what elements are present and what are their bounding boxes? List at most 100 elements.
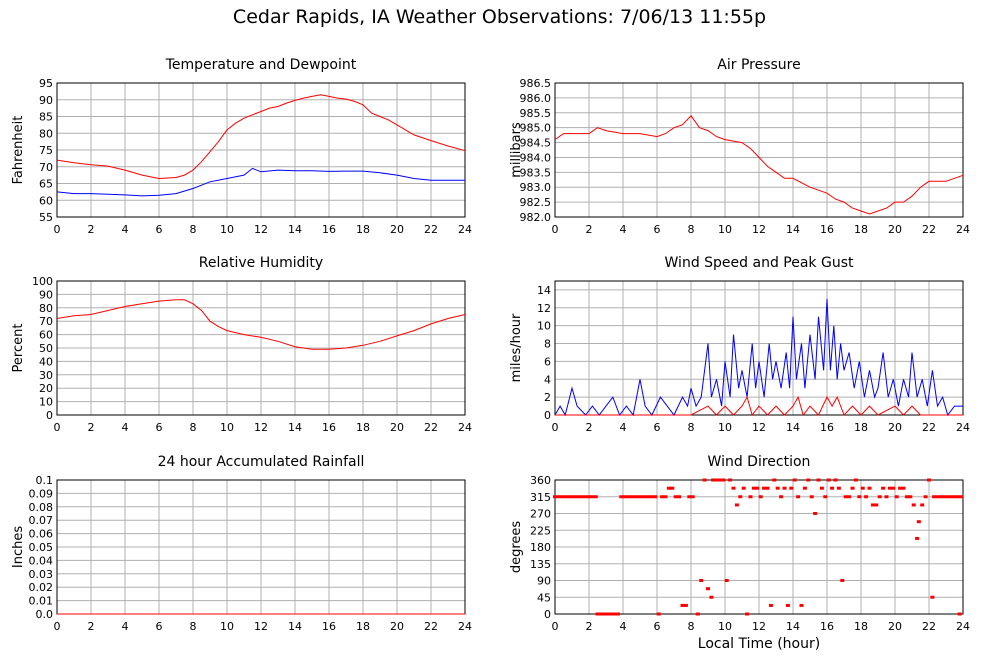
data-point	[717, 478, 722, 482]
x-tick-label: 20	[390, 223, 404, 236]
data-point	[955, 495, 960, 499]
y-tick-label: 982.0	[520, 211, 552, 224]
data-point	[573, 495, 578, 499]
data-point	[602, 612, 607, 616]
data-point	[556, 495, 561, 499]
data-point	[833, 478, 838, 482]
y-tick-label: 60	[39, 194, 53, 207]
data-point	[911, 503, 916, 507]
dir-ylabel: degrees	[509, 521, 524, 574]
data-point	[724, 579, 729, 582]
y-tick-label: 984.0	[520, 151, 552, 164]
data-point	[673, 495, 678, 499]
pressure-title: Air Pressure	[717, 57, 800, 73]
data-point	[629, 495, 634, 499]
x-tick-label: 2	[586, 223, 593, 236]
x-tick-label: 10	[220, 223, 234, 236]
data-point	[646, 495, 651, 499]
data-point	[772, 478, 777, 482]
data-point	[663, 495, 668, 499]
y-tick-label: 8	[544, 338, 551, 351]
data-point	[680, 603, 685, 607]
y-tick-label: 983.5	[520, 166, 552, 179]
y-tick-label: 90	[39, 94, 53, 107]
data-point	[711, 478, 716, 482]
x-tick-label: 4	[620, 223, 627, 236]
x-tick-label: 22	[922, 620, 936, 633]
data-point	[945, 495, 950, 499]
data-point	[714, 478, 719, 482]
y-tick-label: 0.02	[29, 581, 54, 594]
x-tick-label: 10	[718, 421, 732, 434]
x-tick-label: 18	[356, 620, 370, 633]
x-tick-label: 18	[854, 223, 868, 236]
data-point	[762, 486, 767, 490]
x-tick-label: 8	[688, 223, 695, 236]
x-tick-label: 4	[620, 421, 627, 434]
x-tick-label: 16	[820, 421, 834, 434]
y-tick-label: 70	[39, 315, 53, 328]
data-point	[782, 486, 787, 490]
data-point	[660, 495, 665, 499]
data-point	[768, 603, 773, 607]
data-point	[559, 495, 564, 499]
dir-xlabel: Local Time (hour)	[698, 636, 820, 652]
x-tick-label: 12	[254, 421, 268, 434]
y-tick-label: 45	[537, 591, 551, 604]
data-point	[957, 612, 962, 616]
data-point	[670, 486, 675, 490]
y-tick-label: 985.5	[520, 107, 552, 120]
rh-title: Relative Humidity	[199, 255, 323, 271]
data-point	[877, 495, 882, 499]
data-point	[677, 495, 682, 499]
data-point	[580, 495, 585, 499]
x-tick-label: 20	[390, 421, 404, 434]
data-point	[891, 486, 896, 490]
data-point	[915, 536, 920, 540]
data-point	[570, 495, 574, 499]
y-tick-label: 983.0	[520, 181, 552, 194]
data-point	[959, 495, 964, 499]
data-point	[857, 495, 862, 499]
x-tick-label: 18	[356, 223, 370, 236]
data-point	[850, 486, 855, 490]
data-point	[751, 486, 756, 490]
x-tick-label: 14	[288, 620, 302, 633]
data-point	[938, 495, 943, 499]
y-tick-label: 90	[39, 288, 53, 301]
y-tick-label: 0	[544, 608, 551, 621]
pressure-frame	[554, 82, 964, 218]
data-point	[860, 486, 865, 490]
x-tick-label: 0	[552, 223, 559, 236]
y-tick-label: 70	[39, 161, 53, 174]
y-tick-label: 0.1	[36, 474, 54, 487]
data-point	[695, 612, 700, 616]
x-tick-label: 6	[156, 223, 163, 236]
y-tick-label: 40	[39, 355, 53, 368]
data-point	[942, 495, 947, 499]
temp-frame	[56, 82, 466, 218]
x-tick-label: 0	[54, 223, 61, 236]
data-point	[819, 486, 824, 490]
data-point	[590, 495, 595, 499]
data-point	[738, 495, 743, 499]
y-tick-label: 0.0	[36, 608, 54, 621]
x-tick-label: 16	[820, 223, 834, 236]
x-tick-label: 24	[458, 223, 472, 236]
data-point	[699, 579, 704, 582]
data-point	[874, 503, 879, 507]
data-point	[683, 603, 688, 607]
data-point	[853, 478, 858, 482]
x-tick-label: 20	[888, 421, 902, 434]
data-point	[952, 495, 957, 499]
wind-ylabel: miles/hour	[509, 313, 524, 382]
data-point	[920, 503, 925, 507]
x-tick-label: 0	[54, 421, 61, 434]
data-point	[898, 486, 903, 490]
data-point	[741, 486, 746, 490]
x-tick-label: 20	[888, 223, 902, 236]
